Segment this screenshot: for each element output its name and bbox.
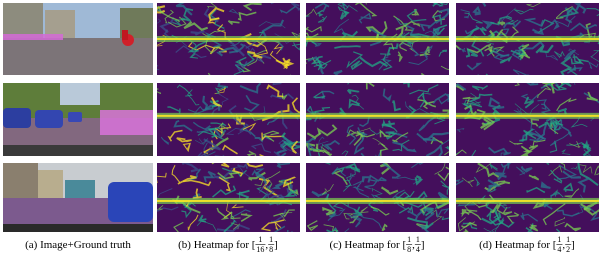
heatmap-band [456, 115, 599, 117]
caption: (a) Image+Ground truth [25, 239, 131, 251]
fraction-numerator: 1 [269, 235, 273, 244]
heatmap [150, 154, 300, 244]
heatmap-band [157, 38, 300, 40]
heatmap [300, 73, 469, 167]
fraction-numerator: 1 [416, 235, 420, 244]
heatmap [436, 79, 602, 165]
caption-text: ] [274, 239, 278, 251]
heatmap-band [456, 200, 599, 202]
heatmap [451, 154, 602, 238]
heatmap [136, 0, 303, 91]
heatmap [287, 0, 460, 87]
caption-text: ] [421, 239, 425, 251]
heatmap-bg [456, 163, 599, 232]
caption-text: (a) Image+Ground truth [25, 239, 131, 251]
captions: (a) Image+Ground truth(b) Heatmap for [1… [25, 235, 575, 254]
heatmap-band [157, 115, 300, 117]
scene-image [3, 83, 153, 156]
heatmap-streak [211, 157, 218, 165]
caption-text: ] [571, 239, 575, 251]
heatmap-band [306, 200, 449, 202]
heatmap-streak [274, 80, 282, 84]
fraction-denominator: 2 [566, 245, 570, 254]
caption: (b) Heatmap for [116,18] [178, 235, 278, 254]
fraction-numerator: 1 [407, 235, 411, 244]
figure: (a) Image+Ground truth(b) Heatmap for [1… [0, 0, 602, 256]
fraction-denominator: 16 [256, 245, 264, 254]
fraction-numerator: 1 [566, 235, 570, 244]
caption: (c) Heatmap for [18,14] [329, 235, 424, 254]
scene-image [3, 163, 153, 232]
caption: (d) Heatmap for [14,12] [479, 235, 575, 254]
caption-text: (b) Heatmap for [ [178, 239, 256, 251]
heatmap-band [306, 38, 449, 40]
caption-text: (d) Heatmap for [ [479, 239, 557, 251]
heatmap-band [306, 115, 449, 117]
caption-text: , [412, 239, 415, 251]
fraction-numerator: 1 [258, 235, 262, 244]
fraction-denominator: 8 [407, 245, 411, 254]
scene-image [3, 3, 153, 75]
heatmap-band [157, 200, 300, 202]
heatmaps [136, 0, 602, 244]
heatmap [144, 77, 305, 164]
caption-text: , [265, 239, 268, 251]
heatmap-band [456, 38, 599, 40]
heatmap [306, 159, 460, 239]
fraction-denominator: 4 [557, 245, 561, 254]
heatmap [432, 1, 602, 79]
fraction-denominator: 8 [269, 245, 273, 254]
fraction-denominator: 4 [416, 245, 420, 254]
caption-text: , [562, 239, 565, 251]
fraction-numerator: 1 [557, 235, 561, 244]
heatmap-streak [279, 75, 293, 84]
caption-text: (c) Heatmap for [ [329, 239, 406, 251]
